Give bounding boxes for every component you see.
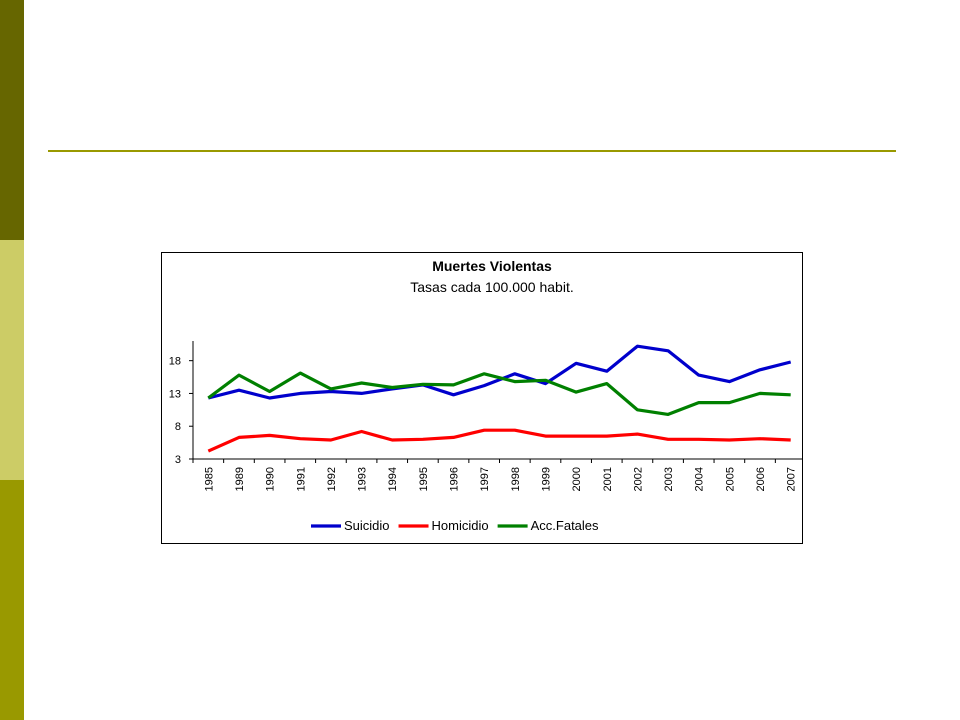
x-tick-label: 1989 (234, 467, 246, 491)
legend-label: Suicidio (344, 518, 390, 533)
x-tick-label: 1997 (479, 467, 491, 491)
y-tick-label: 3 (175, 454, 181, 466)
y-tick-label: 8 (175, 421, 181, 433)
x-tick-label: 2004 (694, 467, 706, 491)
series-line-homicidio (207, 428, 791, 453)
series-line-acc-fatales (207, 371, 791, 416)
x-tick-label: 2002 (632, 467, 644, 491)
chart-series (207, 344, 792, 453)
left-accent-band-middle (0, 240, 24, 480)
chart-legend: Suicidio Homicidio Acc.Fatales (311, 518, 599, 533)
x-tick-label: 1999 (540, 467, 552, 491)
left-accent-band-bottom (0, 480, 24, 720)
slide-title-rule (48, 150, 896, 152)
x-tick-label: 2005 (724, 467, 736, 491)
x-tick-label: 1990 (265, 467, 277, 491)
chart-axes: 3 8 13 18 1985 1989 1990 1991 1992 1993 1994 1995 19… (169, 341, 803, 491)
x-tick-label: 1995 (418, 467, 430, 491)
x-tick-label: 1998 (510, 467, 522, 491)
x-tick-label: 2003 (663, 467, 675, 491)
chart-title: Muertes Violentas (432, 258, 552, 274)
line-chart: Muertes Violentas Tasas cada 100.000 hab… (169, 258, 803, 533)
x-tick-label: 2007 (786, 467, 798, 491)
x-tick-label: 2000 (571, 467, 583, 491)
x-tick-label: 1996 (449, 467, 461, 491)
legend-label: Homicidio (432, 518, 489, 533)
series-line-suicidio (207, 344, 792, 400)
left-accent-band-top (0, 0, 24, 240)
x-tick-label: 1985 (203, 467, 215, 491)
x-tick-label: 1993 (357, 467, 369, 491)
chart-subtitle: Tasas cada 100.000 habit. (410, 279, 573, 295)
y-tick-label: 13 (169, 388, 181, 400)
x-tick-label: 1991 (295, 467, 307, 491)
y-tick-label: 18 (169, 356, 181, 368)
x-tick-label: 1992 (326, 467, 338, 491)
x-tick-label: 2001 (602, 467, 614, 491)
legend-label: Acc.Fatales (531, 518, 599, 533)
x-tick-label: 2006 (755, 467, 767, 491)
x-tick-label: 1994 (387, 467, 399, 491)
